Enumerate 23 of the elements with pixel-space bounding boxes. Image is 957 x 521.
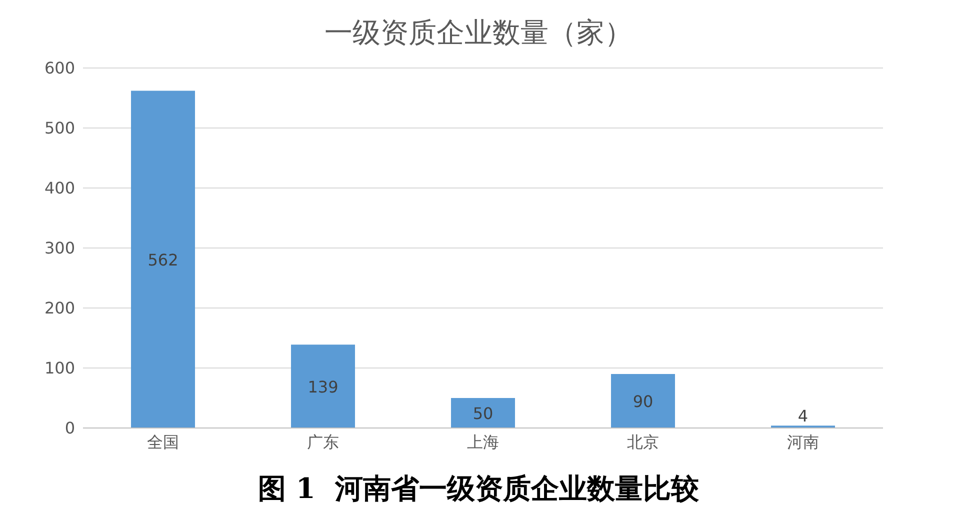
y-tick-label: 200 xyxy=(44,298,75,318)
bar xyxy=(451,398,515,428)
data-label: 139 xyxy=(308,377,338,396)
x-tick-label: 北京 xyxy=(627,432,659,452)
x-tick-label: 河南 xyxy=(787,432,819,452)
y-tick-label: 400 xyxy=(44,178,75,198)
data-label: 50 xyxy=(472,404,494,423)
bar xyxy=(291,344,355,428)
y-tick-label: 100 xyxy=(44,358,75,378)
y-tick-label: 0 xyxy=(64,418,75,438)
caption: 图 1 河南省一级资质企业数量比较 xyxy=(257,471,700,507)
data-label: 562 xyxy=(148,250,178,270)
bar xyxy=(611,374,675,428)
bar xyxy=(131,90,195,428)
y-tick-label: 600 xyxy=(44,58,75,78)
data-label: 4 xyxy=(798,406,808,426)
x-tick-label: 上海 xyxy=(467,432,499,452)
x-tick-label: 全国 xyxy=(147,432,179,452)
y-tick-label: 300 xyxy=(44,238,75,258)
chart-title: 一级资质企业数量（家） xyxy=(324,15,634,51)
x-tick-label: 广东 xyxy=(307,432,339,452)
data-label: 90 xyxy=(632,392,654,411)
y-tick-label: 500 xyxy=(44,118,75,138)
